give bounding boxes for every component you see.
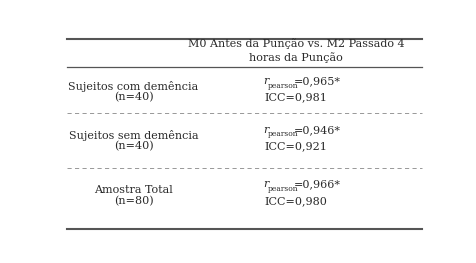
Text: ICC=0,981: ICC=0,981 — [264, 93, 327, 103]
Text: (n=80): (n=80) — [113, 196, 153, 206]
Text: pearson: pearson — [268, 185, 298, 193]
Text: Amostra Total: Amostra Total — [94, 185, 173, 195]
Text: Sujeitos sem demência: Sujeitos sem demência — [69, 130, 198, 141]
Text: =0,965*: =0,965* — [293, 76, 340, 86]
Text: M0 Antes da Punção vs. M2 Passado 4
horas da Punção: M0 Antes da Punção vs. M2 Passado 4 hora… — [188, 38, 404, 63]
Text: ICC=0,980: ICC=0,980 — [264, 196, 327, 206]
Text: Sujeitos com demência: Sujeitos com demência — [68, 81, 198, 92]
Text: =0,966*: =0,966* — [293, 179, 340, 190]
Text: (n=40): (n=40) — [113, 92, 153, 103]
Text: r: r — [262, 76, 268, 86]
Text: r: r — [262, 125, 268, 135]
Text: pearson: pearson — [268, 130, 298, 138]
Text: (n=40): (n=40) — [113, 141, 153, 151]
Text: ICC=0,921: ICC=0,921 — [264, 141, 327, 151]
Text: pearson: pearson — [268, 82, 298, 90]
Text: r: r — [262, 179, 268, 190]
Text: =0,946*: =0,946* — [293, 125, 340, 135]
